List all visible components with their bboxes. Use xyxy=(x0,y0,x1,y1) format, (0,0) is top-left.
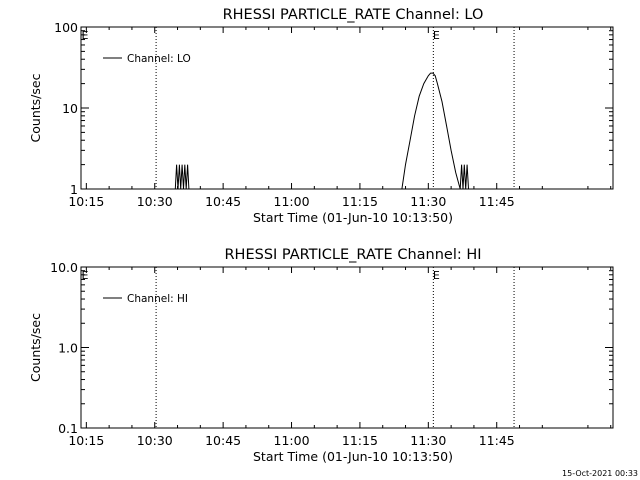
x-tick-label: 10:30 xyxy=(137,433,173,448)
panel-hi: RHESSI PARTICLE_RATE Channel: HI 10:15 10:… xyxy=(28,247,614,464)
y-axis-label: Counts/sec xyxy=(28,313,43,382)
event-marker-label: E xyxy=(433,29,440,42)
y-tick-label: 0.1 xyxy=(58,421,78,436)
event-marker-label: E xyxy=(82,29,89,42)
panel-lo: RHESSI PARTICLE_RATE Channel: LO 10:15 10:… xyxy=(28,7,614,225)
event-marker-label: E xyxy=(82,269,89,282)
plot-frame xyxy=(80,26,614,190)
legend-label: Channel: HI xyxy=(127,293,188,305)
x-tick-label: 11:30 xyxy=(410,433,446,448)
x-tick-label: 11:15 xyxy=(342,194,378,209)
y-tick-label: 10.0 xyxy=(50,260,78,275)
footer-timestamp: 15-Oct-2021 00:33 xyxy=(562,469,638,478)
x-axis-label: Start Time (01-Jun-10 10:13:50) xyxy=(253,210,453,225)
y-tick-label: 10 xyxy=(62,101,78,116)
x-tick-label: 10:45 xyxy=(205,194,241,209)
chart-title: RHESSI PARTICLE_RATE Channel: HI xyxy=(224,247,481,263)
x-tick-label: 10:15 xyxy=(68,194,104,209)
y-axis-label: Counts/sec xyxy=(28,73,43,142)
x-tick-label: 11:00 xyxy=(274,194,310,209)
x-tick-label: 11:45 xyxy=(479,433,515,448)
x-tick-label: 11:15 xyxy=(342,433,378,448)
x-tick-label: 11:45 xyxy=(479,194,515,209)
y-tick-label: 1.0 xyxy=(58,341,78,356)
plot-frame xyxy=(80,266,614,429)
y-tick-label: 1 xyxy=(70,182,78,197)
event-marker-label: E xyxy=(433,269,440,282)
y-tick-label: 100 xyxy=(54,20,78,35)
x-tick-label: 11:00 xyxy=(274,433,310,448)
x-tick-label: 10:15 xyxy=(68,433,104,448)
x-tick-label: 10:45 xyxy=(205,433,241,448)
x-tick-label: 11:30 xyxy=(410,194,446,209)
chart-title: RHESSI PARTICLE_RATE Channel: LO xyxy=(223,7,484,23)
x-tick-label: 10:30 xyxy=(137,194,173,209)
series-line xyxy=(174,72,469,190)
legend-label: Channel: LO xyxy=(127,53,191,65)
x-axis-label: Start Time (01-Jun-10 10:13:50) xyxy=(253,449,453,464)
